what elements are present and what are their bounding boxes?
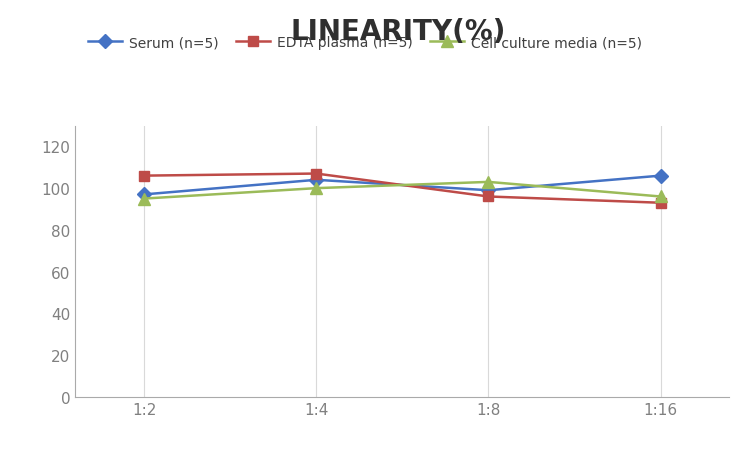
Line: Serum (n=5): Serum (n=5): [139, 171, 666, 200]
Cell culture media (n=5): [312, 186, 321, 191]
EDTA plasma (n=5): [656, 201, 665, 206]
Cell culture media (n=5): [656, 194, 665, 200]
Serum (n=5): [140, 192, 149, 198]
Serum (n=5): [656, 174, 665, 179]
EDTA plasma (n=5): [140, 174, 149, 179]
EDTA plasma (n=5): [312, 171, 321, 177]
Legend: Serum (n=5), EDTA plasma (n=5), Cell culture media (n=5): Serum (n=5), EDTA plasma (n=5), Cell cul…: [82, 30, 648, 55]
Line: EDTA plasma (n=5): EDTA plasma (n=5): [139, 169, 666, 208]
EDTA plasma (n=5): [484, 194, 493, 200]
Line: Cell culture media (n=5): Cell culture media (n=5): [138, 177, 666, 205]
Cell culture media (n=5): [484, 180, 493, 185]
Text: LINEARITY(%): LINEARITY(%): [291, 18, 506, 46]
Cell culture media (n=5): [140, 197, 149, 202]
Serum (n=5): [484, 188, 493, 193]
Serum (n=5): [312, 178, 321, 183]
